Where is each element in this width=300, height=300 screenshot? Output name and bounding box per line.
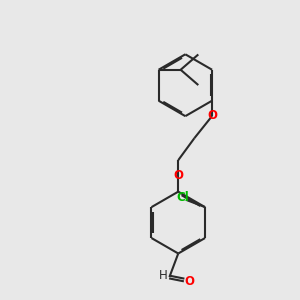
- Text: O: O: [207, 110, 217, 122]
- Text: Cl: Cl: [176, 191, 189, 204]
- Text: O: O: [184, 275, 194, 288]
- Text: O: O: [173, 169, 183, 182]
- Text: H: H: [159, 269, 167, 282]
